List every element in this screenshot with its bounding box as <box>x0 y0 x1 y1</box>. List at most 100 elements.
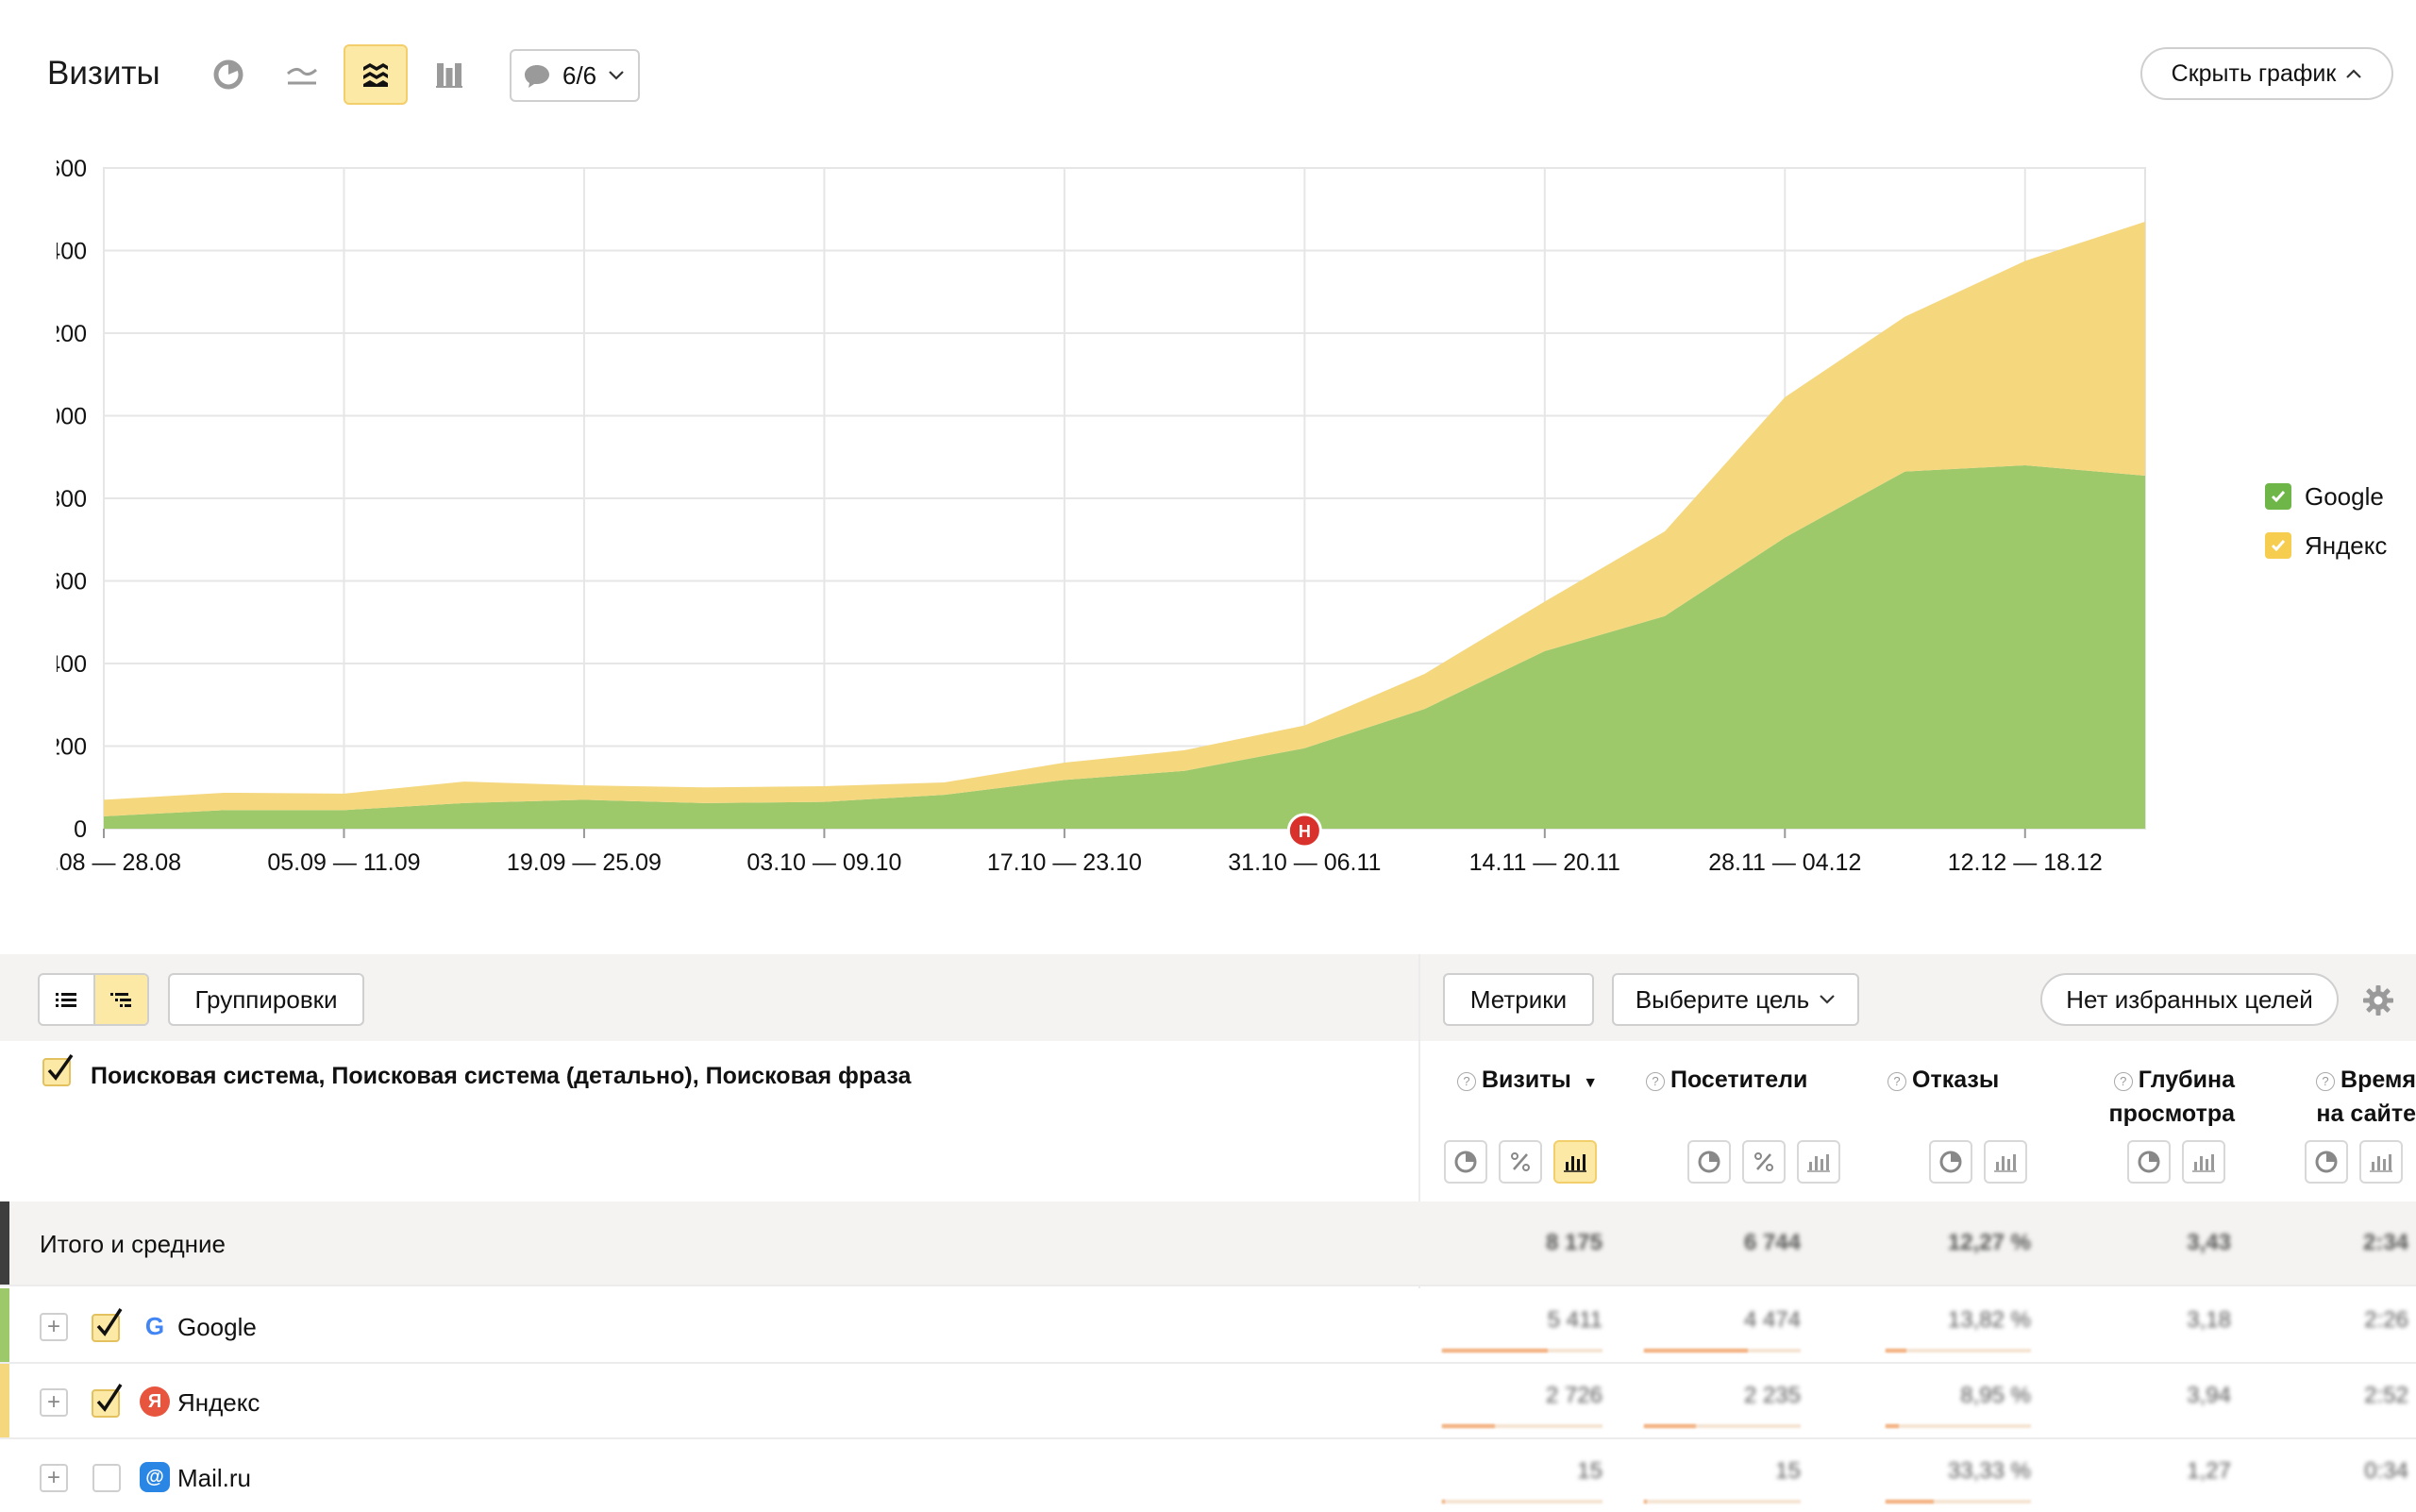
pie-visualization-button[interactable] <box>1444 1140 1487 1184</box>
expand-row-button[interactable]: + <box>40 1388 68 1417</box>
metric-bar-fill <box>1442 1424 1495 1428</box>
help-icon[interactable]: ? <box>2113 1072 2133 1091</box>
speech-bubble-icon <box>525 65 549 88</box>
metric-header[interactable]: ? Глубина просмотра <box>2055 1063 2235 1131</box>
note-marker[interactable] <box>1286 813 1322 848</box>
tree-view-icon <box>110 993 132 1007</box>
help-icon[interactable]: ? <box>1457 1072 1476 1091</box>
check-icon <box>2271 540 2286 552</box>
report-header: Визиты 6/6 <box>0 0 2416 142</box>
table-row[interactable]: + G Google 5 411 4 474 13,82 % 3,18 2:26 <box>0 1288 2416 1364</box>
stacked-bar-icon <box>436 63 462 88</box>
x-tick-label: 05.09 — 11.09 <box>267 849 420 876</box>
tree-view-button[interactable] <box>92 975 147 1024</box>
bar-chart-icon <box>2370 1154 2392 1172</box>
metric-header-label: Время <box>2340 1067 2416 1093</box>
dimension-header-checkbox[interactable] <box>42 1053 76 1087</box>
gear-icon[interactable] <box>2361 983 2395 1017</box>
metric-cell: 2 726 <box>1545 1383 1602 1408</box>
metric-cell: 0:34 <box>2364 1458 2408 1484</box>
metric-header-label-line2: на сайте <box>2316 1100 2416 1127</box>
row-name[interactable]: Google <box>177 1313 257 1341</box>
legend-item[interactable]: Яндекс <box>2265 521 2387 570</box>
chart-axes: 0 200 400 600 800 1 000 1 200 1 400 1 600 23.08 —… <box>57 156 2103 876</box>
row-name[interactable]: Яндекс <box>177 1388 260 1417</box>
visits-area-chart: 0 200 400 600 800 1 000 1 200 1 400 1 600 23.08 —… <box>57 156 2146 876</box>
table-row[interactable]: + Я Яндекс 2 726 2 235 8,95 % 3,94 2:52 <box>0 1364 2416 1439</box>
dimension-header[interactable]: Поисковая система, Поисковая система (де… <box>91 1063 912 1089</box>
metrics-button[interactable]: Метрики <box>1443 973 1594 1026</box>
metric-bar-track <box>1442 1424 1602 1428</box>
favorite-goals-label: Нет избранных целей <box>2066 984 2313 1014</box>
metric-bar-fill <box>1644 1349 1748 1352</box>
pie-chart-type-button[interactable] <box>196 44 260 105</box>
help-icon[interactable]: ? <box>1888 1072 1906 1091</box>
page-title: Визиты <box>47 55 160 92</box>
metric-bar-track <box>1886 1500 2031 1504</box>
metric-bar-track <box>1886 1349 2031 1352</box>
sort-desc-icon[interactable]: ▼ <box>1578 1075 1599 1091</box>
y-tick-label: 600 <box>57 569 87 596</box>
table-view-toggle <box>38 973 149 1026</box>
x-tick-label: 23.08 — 28.08 <box>57 849 181 876</box>
row-name[interactable]: Mail.ru <box>177 1464 252 1492</box>
pie-visualization-button[interactable] <box>1687 1140 1731 1184</box>
goal-select-dropdown[interactable]: Выберите цель <box>1612 973 1859 1026</box>
table-row[interactable]: + @ Mail.ru 15 15 33,33 % 1,27 0:34 <box>0 1439 2416 1512</box>
metric-header[interactable]: ? Визиты ▼ <box>1457 1063 1612 1100</box>
y-tick-label: 1 600 <box>57 156 87 182</box>
metric-cell: 5 411 <box>1547 1307 1602 1333</box>
pie-visualization-button[interactable] <box>2305 1140 2348 1184</box>
pie-visualization-button[interactable] <box>2127 1140 2171 1184</box>
metric-header-label: Отказы <box>1912 1067 2000 1093</box>
legend-item[interactable]: Google <box>2265 472 2387 521</box>
bar-visualization-button[interactable] <box>2182 1140 2225 1184</box>
row-color-marker <box>0 1201 9 1285</box>
groupings-label: Группировки <box>194 984 338 1014</box>
metrics-label: Метрики <box>1469 984 1568 1014</box>
stacked-area-chart-type-button[interactable] <box>344 44 408 105</box>
row-checkbox[interactable] <box>91 1381 126 1419</box>
metric-header[interactable]: ? Посетители <box>1646 1063 1825 1097</box>
metric-header[interactable]: ? Время на сайте <box>2261 1063 2416 1131</box>
bar-chart-icon <box>1994 1154 2017 1172</box>
metric-cell: 15 <box>1775 1458 1801 1484</box>
bar-visualization-button[interactable] <box>1797 1140 1840 1184</box>
legend-checkbox[interactable] <box>2265 483 2291 510</box>
groupings-button[interactable]: Группировки <box>168 973 364 1026</box>
list-view-button[interactable] <box>40 975 93 1024</box>
chart-annotations[interactable]: Н <box>1286 813 1322 848</box>
bar-chart-icon <box>1807 1154 1830 1172</box>
y-tick-label: 1 400 <box>57 239 87 265</box>
metric-header-label-line2: просмотра <box>2108 1100 2235 1127</box>
row-checkbox[interactable] <box>92 1464 121 1492</box>
chart-legend: Google Яндекс <box>2265 472 2387 570</box>
notes-filter-dropdown[interactable]: 6/6 <box>510 49 640 102</box>
percent-visualization-button[interactable] <box>1742 1140 1786 1184</box>
metric-cell: 4 474 <box>1743 1307 1801 1333</box>
x-tick-label: 28.11 — 04.12 <box>1708 849 1861 876</box>
bar-chart-type-button[interactable] <box>417 44 481 105</box>
favorite-goals-button[interactable]: Нет избранных целей <box>2040 973 2339 1026</box>
legend-label: Google <box>2305 481 2384 511</box>
metric-cell: 2:26 <box>2364 1307 2408 1333</box>
row-checkbox[interactable] <box>91 1305 126 1343</box>
help-icon[interactable]: ? <box>2316 1072 2336 1091</box>
bar-visualization-button[interactable] <box>2359 1140 2403 1184</box>
line-chart-type-button[interactable] <box>270 44 334 105</box>
metric-cell: 1,27 <box>2187 1458 2231 1484</box>
bar-visualization-button[interactable] <box>1984 1140 2027 1184</box>
expand-row-button[interactable]: + <box>40 1313 68 1341</box>
hide-chart-button[interactable]: Скрыть график <box>2140 47 2393 100</box>
y-tick-label: 0 <box>74 816 87 843</box>
chevron-down-icon <box>1820 995 1835 1004</box>
pie-visualization-button[interactable] <box>1929 1140 1972 1184</box>
y-tick-label: 800 <box>57 486 87 512</box>
expand-row-button[interactable]: + <box>40 1464 68 1492</box>
help-icon[interactable]: ? <box>1646 1072 1665 1091</box>
metric-header[interactable]: ? Отказы <box>1888 1063 2038 1097</box>
bar-visualization-button[interactable] <box>1553 1140 1597 1184</box>
legend-checkbox[interactable] <box>2265 532 2291 559</box>
percent-visualization-button[interactable] <box>1499 1140 1542 1184</box>
note-marker-label: Н <box>1299 822 1311 841</box>
